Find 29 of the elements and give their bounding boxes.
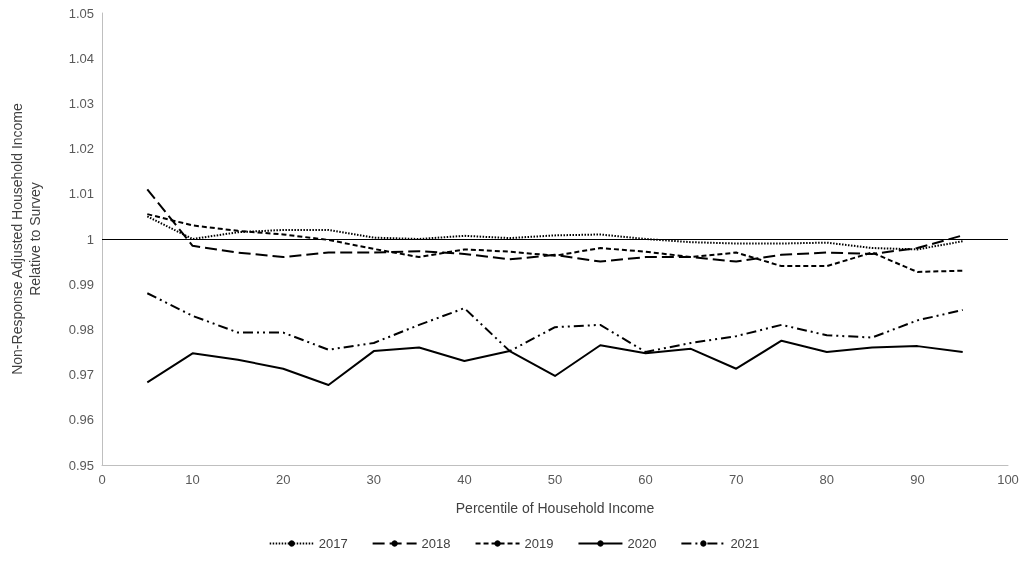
x-tick-label: 0 <box>98 472 106 487</box>
x-tick-label: 80 <box>819 472 835 487</box>
y-tick-label: 1.05 <box>68 5 94 21</box>
y-tick-label: 0.95 <box>68 457 94 473</box>
y-tick-label: 1.01 <box>68 186 94 202</box>
x-tick-label: 40 <box>457 472 472 487</box>
x-tick-label: 70 <box>728 472 744 487</box>
y-tick-label: 1 <box>86 231 94 247</box>
legend-label: 2018 <box>421 536 451 551</box>
y-tick-label: 0.96 <box>68 412 94 428</box>
y-tick-label: 0.99 <box>68 276 94 292</box>
legend-label: 2017 <box>318 536 348 551</box>
x-tick-label: 30 <box>366 472 382 487</box>
legend-label: 2020 <box>627 536 657 551</box>
y-tick-label: 1.02 <box>68 141 94 157</box>
y-tick-label: 0.97 <box>68 367 94 383</box>
x-tick-label: 20 <box>275 472 291 487</box>
y-tick-label: 1.04 <box>68 50 94 66</box>
legend-label: 2021 <box>730 536 760 551</box>
y-tick-label: 0.98 <box>68 321 94 337</box>
y-axis-title: Non-Response Adjusted Household Income Relative to Survey <box>9 102 43 375</box>
x-tick-label: 10 <box>185 472 200 487</box>
legend-label: 2019 <box>524 536 554 551</box>
x-axis-title: Percentile of Household Income <box>455 500 655 516</box>
x-tick-label: 90 <box>910 472 925 487</box>
y-tick-label: 1.03 <box>68 95 94 111</box>
x-tick-label: 60 <box>638 472 653 487</box>
x-tick-label: 50 <box>547 472 563 487</box>
x-tick-label: 100 <box>997 472 1019 487</box>
